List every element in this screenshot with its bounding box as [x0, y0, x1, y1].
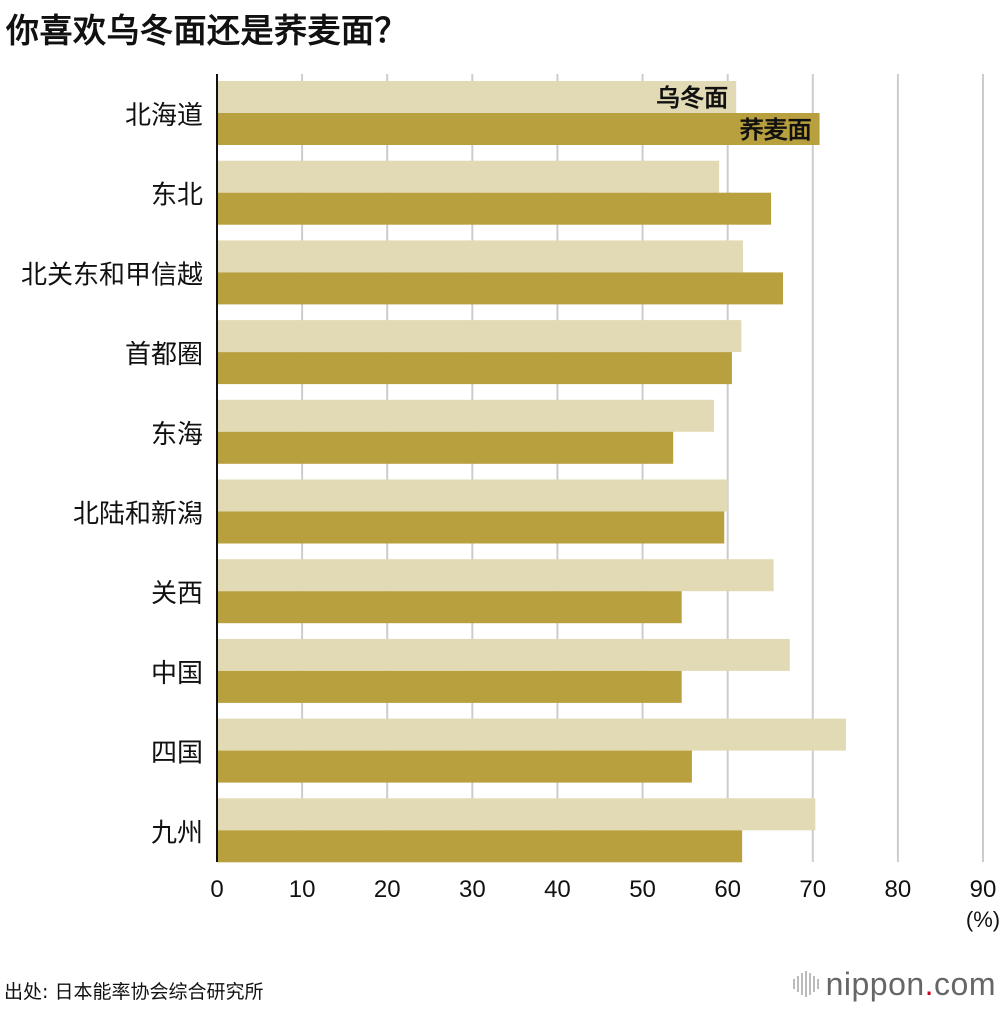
- bar-udon-3: [217, 320, 742, 353]
- logo-dot: .: [924, 965, 935, 1002]
- bar-udon-9: [217, 798, 816, 831]
- nippon-mark-icon: [792, 971, 819, 997]
- bar-soba-4: [217, 431, 674, 464]
- bar-soba-5: [217, 511, 725, 544]
- tick-label-40: 40: [544, 876, 571, 903]
- tick-label-50: 50: [629, 876, 656, 903]
- bar-soba-3: [217, 352, 732, 385]
- bar-udon-1: [217, 160, 720, 193]
- tick-label-10: 10: [289, 876, 316, 903]
- tick-label-90: 90: [970, 876, 997, 903]
- series-label-soba: 荞麦面: [740, 116, 812, 144]
- bar-soba-6: [217, 591, 682, 624]
- bar-udon-7: [217, 638, 790, 671]
- tick-label-60: 60: [714, 876, 741, 903]
- bar-udon-4: [217, 399, 715, 432]
- logo-name: nippon: [825, 965, 925, 1002]
- category-label-4: 东海: [151, 420, 203, 450]
- bar-soba-0: [217, 113, 820, 145]
- bar-udon-5: [217, 479, 728, 512]
- category-label-5: 北陆和新潟: [73, 500, 203, 530]
- tick-label-20: 20: [374, 876, 401, 903]
- tick-label-0: 0: [210, 876, 223, 903]
- tick-label-70: 70: [799, 876, 826, 903]
- unit-label: (%): [966, 907, 1000, 932]
- category-label-6: 关西: [151, 579, 203, 609]
- tick-label-80: 80: [885, 876, 912, 903]
- category-label-2: 北关东和甲信越: [21, 260, 203, 290]
- logo-suffix: com: [934, 965, 996, 1002]
- category-label-7: 中国: [151, 659, 203, 689]
- bar-soba-9: [217, 830, 743, 863]
- category-label-1: 东北: [151, 181, 203, 211]
- bar-soba-8: [217, 750, 692, 783]
- bar-soba-7: [217, 670, 682, 703]
- nippon-logo: nippon.com: [792, 964, 996, 1004]
- category-label-3: 首都圈: [125, 340, 203, 370]
- category-label-0: 北海道: [125, 101, 203, 131]
- bar-udon-0: [217, 81, 737, 113]
- bar-udon-6: [217, 559, 774, 592]
- bar-udon-2: [217, 240, 743, 273]
- category-label-9: 九州: [151, 818, 203, 848]
- bar-soba-1: [217, 192, 772, 225]
- category-label-8: 四国: [151, 739, 203, 769]
- logo-wordmark: nippon.com: [826, 966, 996, 1003]
- bar-soba-2: [217, 272, 783, 305]
- source-note: 出处: 日本能率协会综合研究所: [4, 981, 264, 1003]
- tick-label-30: 30: [459, 876, 486, 903]
- series-label-udon: 乌冬面: [656, 84, 728, 112]
- bar-udon-8: [217, 718, 846, 751]
- page-title: 你喜欢乌冬面还是荞麦面？: [6, 11, 408, 50]
